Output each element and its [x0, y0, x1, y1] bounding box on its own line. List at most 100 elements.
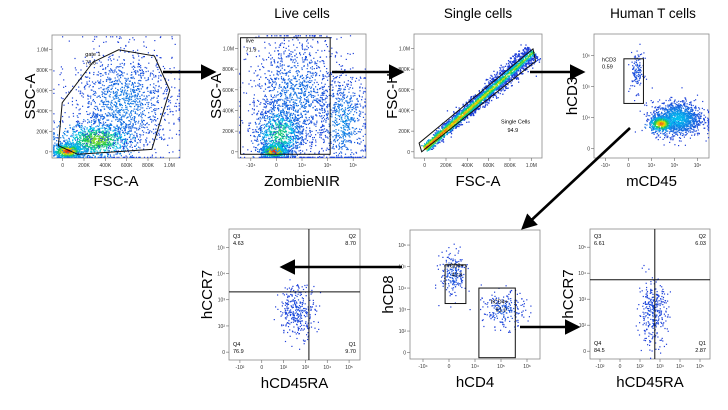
event-dot: [130, 63, 132, 65]
event-dot: [266, 134, 268, 137]
event-dot: [160, 136, 162, 138]
event-dot: [132, 76, 134, 78]
event-dot: [115, 136, 117, 138]
event-dot: [278, 138, 280, 140]
event-dot: [92, 138, 94, 140]
event-dot: [273, 136, 275, 138]
event-dot: [321, 109, 323, 112]
event-dot: [68, 91, 70, 93]
event-dot: [114, 150, 116, 152]
event-dot: [107, 138, 109, 140]
event-dot: [119, 36, 121, 38]
event-dot: [107, 112, 109, 114]
event-dot: [300, 125, 302, 127]
event-dot: [271, 156, 273, 158]
event-dot: [114, 126, 116, 128]
event-dot: [103, 135, 105, 137]
event-dot: [95, 81, 97, 83]
event-dot: [296, 137, 298, 140]
event-dot: [140, 107, 142, 109]
event-dot: [164, 97, 166, 99]
event-dot: [98, 134, 100, 136]
event-dot: [113, 143, 115, 145]
event-dot: [289, 123, 291, 125]
event-dot: [263, 151, 265, 154]
event-dot: [128, 141, 131, 143]
event-dot: [107, 153, 110, 155]
event-dot: [277, 147, 279, 149]
event-dot: [83, 140, 85, 142]
event-dot: [118, 119, 120, 121]
event-dot: [126, 92, 128, 95]
event-dot: [262, 117, 264, 119]
event-dot: [141, 103, 144, 106]
event-dot: [286, 144, 289, 147]
event-dot: [80, 132, 82, 134]
event-dot: [288, 131, 290, 133]
event-dot: [98, 51, 100, 53]
event-dot: [281, 139, 283, 141]
event-dot: [87, 83, 89, 85]
event-dot: [93, 128, 95, 130]
event-dot: [112, 136, 114, 138]
event-dot: [280, 98, 282, 100]
event-dot: [114, 127, 117, 129]
event-dot: [92, 40, 94, 42]
event-dot: [283, 138, 285, 140]
event-dot: [152, 97, 154, 99]
event-dot: [142, 134, 144, 136]
event-dot: [109, 112, 111, 114]
event-dot: [56, 140, 58, 142]
event-dot: [141, 126, 143, 128]
event-dot: [70, 143, 72, 145]
event-dot: [264, 142, 266, 144]
event-dot: [112, 106, 114, 108]
event-dot: [142, 126, 144, 128]
event-dot: [61, 156, 63, 158]
event-dot: [295, 127, 297, 129]
event-dot: [86, 136, 88, 138]
event-dot: [239, 101, 241, 103]
event-dot: [138, 69, 141, 71]
event-dot: [253, 135, 255, 137]
event-dot: [157, 89, 159, 91]
event-dot: [106, 141, 108, 143]
event-dot: [118, 147, 121, 149]
event-dot: [274, 149, 277, 151]
event-dot: [168, 101, 170, 103]
event-dot: [106, 144, 108, 146]
event-dot: [287, 112, 289, 114]
event-dot: [74, 146, 76, 148]
event-dot: [283, 144, 285, 146]
event-dot: [53, 92, 55, 94]
event-dot: [321, 101, 323, 103]
event-dot: [81, 132, 83, 134]
event-dot: [104, 144, 106, 146]
event-dot: [122, 114, 124, 116]
event-dot: [139, 140, 141, 142]
event-dot: [101, 155, 103, 157]
event-dot: [102, 125, 104, 127]
event-dot: [137, 122, 139, 124]
event-dot: [285, 149, 288, 151]
event-dot: [145, 140, 147, 142]
event-dot: [132, 124, 134, 126]
event-dot: [109, 135, 111, 137]
event-dot: [133, 77, 135, 80]
event-dot: [330, 142, 332, 144]
event-dot: [284, 103, 286, 105]
event-dot: [64, 152, 66, 154]
event-dot: [273, 106, 275, 108]
event-dot: [68, 139, 71, 141]
event-dot: [76, 154, 79, 156]
event-dot: [124, 144, 126, 146]
event-dot: [104, 108, 106, 110]
event-dot: [79, 150, 81, 152]
event-dot: [153, 119, 155, 121]
event-dot: [85, 134, 87, 136]
event-dot: [272, 115, 274, 117]
event-dot: [116, 93, 118, 95]
event-dot: [89, 112, 91, 114]
event-dot: [266, 144, 268, 147]
event-dot: [118, 110, 120, 112]
